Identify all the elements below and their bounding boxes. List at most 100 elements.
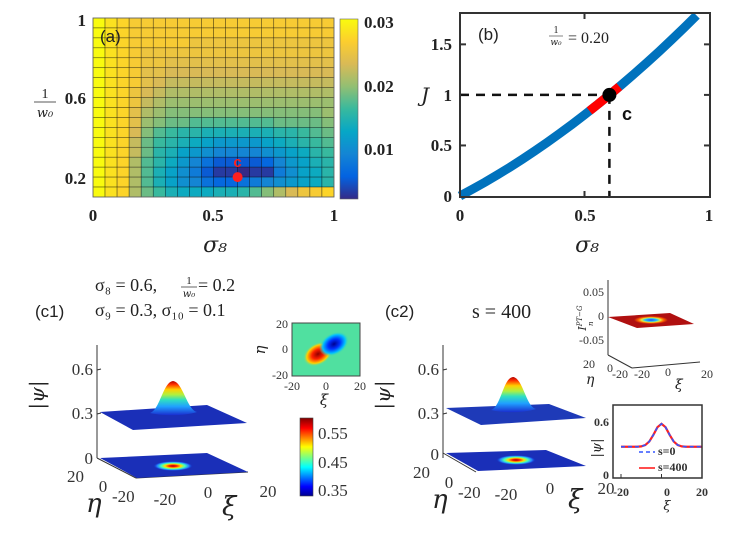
heatmap-cell xyxy=(273,47,287,59)
heatmap-cell xyxy=(249,117,262,128)
heatmap-cell xyxy=(321,156,335,168)
heatmap-cell xyxy=(285,166,299,178)
heatmap-cell xyxy=(273,97,287,108)
panel-c2: (c2) s = 400 0.6 0.3 0 |ψ| 20 0 -20 η -2… xyxy=(371,280,713,515)
heatmap-cell xyxy=(273,77,287,88)
heatmap-cell xyxy=(128,107,142,118)
heatmap-cell xyxy=(104,137,118,148)
legend-label: s=0 xyxy=(658,444,676,458)
svg-text:1: 1 xyxy=(186,275,192,287)
heatmap-cell xyxy=(261,47,275,59)
x-axis-label: ξ xyxy=(320,391,329,409)
heatmap-cell xyxy=(116,107,130,118)
heatmap-cell xyxy=(273,107,287,118)
heatmap-cell xyxy=(249,166,262,178)
heatmap-cell xyxy=(165,17,178,29)
heatmap-cell xyxy=(213,17,226,29)
heatmap-cell xyxy=(189,27,202,39)
heatmap-cell xyxy=(237,186,250,198)
heatmap-cell xyxy=(128,146,142,158)
z-tick: 0 xyxy=(431,445,440,464)
y-tick: -20 xyxy=(272,368,288,382)
y-tick: -20 xyxy=(458,483,481,502)
inset-heatmap-c1: 20 0 -20 η -20 0 20 ξ xyxy=(251,317,366,409)
title-fraction: 1 w₀ xyxy=(181,275,197,300)
heatmap-cell xyxy=(177,57,190,69)
colorbar-tick: 0.01 xyxy=(364,140,394,159)
heatmap-cell xyxy=(213,107,226,118)
heatmap-cell xyxy=(152,146,166,158)
plot-frame-b xyxy=(459,12,711,198)
heatmap-cell xyxy=(140,166,154,178)
heatmap-cell xyxy=(261,17,275,29)
heatmap-cell xyxy=(321,37,335,49)
heatmap-cell xyxy=(128,117,142,128)
marker-point-c xyxy=(602,87,617,102)
heatmap-cell xyxy=(297,37,311,49)
colorbar-tick: 0.03 xyxy=(364,13,394,32)
heatmap-cell xyxy=(249,176,262,188)
heatmap-cell xyxy=(92,67,106,78)
heatmap-cell xyxy=(201,186,214,198)
heatmap-cell xyxy=(189,57,202,69)
heatmap-cell xyxy=(321,166,335,178)
heatmap-cell xyxy=(261,166,275,178)
heatmap-cell xyxy=(104,176,118,188)
heatmap-cell xyxy=(152,117,166,128)
heatmap-cell xyxy=(177,156,190,168)
z-axis-label-sub: n xyxy=(587,321,595,326)
heatmap-cell xyxy=(177,107,190,118)
heatmap-cell xyxy=(165,186,178,198)
heatmap-cell xyxy=(201,117,214,128)
svg-text:1: 1 xyxy=(554,25,559,36)
heatmap-cell xyxy=(297,57,311,69)
heatmap-cell xyxy=(213,67,226,78)
y-tick: 1.5 xyxy=(431,35,452,54)
marker-point-c xyxy=(232,172,243,183)
heatmap-cell xyxy=(152,27,166,39)
heatmap-cell xyxy=(201,27,214,39)
x-tick: 20 xyxy=(701,367,713,381)
heatmap-cell xyxy=(213,87,226,98)
heatmap-cell xyxy=(152,37,166,49)
heatmap-cell xyxy=(92,127,106,138)
heatmap-cell xyxy=(140,176,154,188)
heatmap-cell xyxy=(321,146,335,158)
heatmap-cell xyxy=(165,77,178,88)
heatmap-cell xyxy=(273,137,287,148)
x-tick: -20 xyxy=(634,367,650,381)
surface-plot-c1: 0.6 0.3 0 |ψ| 20 0 -20 η -20 0 20 ξ xyxy=(25,345,277,522)
heatmap-cell xyxy=(297,67,311,78)
heatmap-cell xyxy=(92,166,106,178)
z-tick: 0 xyxy=(598,309,604,323)
heatmap-cell xyxy=(152,77,166,88)
heatmap-cell xyxy=(165,27,178,39)
heatmap-cell xyxy=(152,97,166,108)
heatmap-cell xyxy=(309,67,323,78)
heatmap-cell xyxy=(273,17,287,29)
heatmap-cell xyxy=(249,57,262,69)
heatmap-cell xyxy=(249,27,262,39)
heatmap-cell xyxy=(116,176,130,188)
heatmap-cell xyxy=(285,47,299,59)
heatmap-cell xyxy=(321,17,335,29)
heatmap-cell xyxy=(321,107,335,118)
heatmap-cell xyxy=(201,146,214,158)
colorbar-tick: 0.02 xyxy=(364,77,394,96)
heatmap-cell xyxy=(201,37,214,49)
heatmap-cell xyxy=(297,186,311,198)
heatmap-cell xyxy=(104,87,118,98)
heatmap-cell xyxy=(165,97,178,108)
heatmap-cell xyxy=(189,176,202,188)
heatmap-cell xyxy=(92,117,106,128)
heatmap-cell xyxy=(128,37,142,49)
heatmap-cell xyxy=(225,27,238,39)
panel-label-a: (a) xyxy=(100,27,121,46)
heatmap-cell xyxy=(321,127,335,138)
heatmap-cell xyxy=(297,107,311,118)
z-tick: 0.6 xyxy=(418,360,439,379)
z-tick: -0.05 xyxy=(579,333,604,347)
heatmap-cell xyxy=(297,117,311,128)
heatmap-cell xyxy=(128,57,142,69)
heatmap-cell xyxy=(273,166,287,178)
